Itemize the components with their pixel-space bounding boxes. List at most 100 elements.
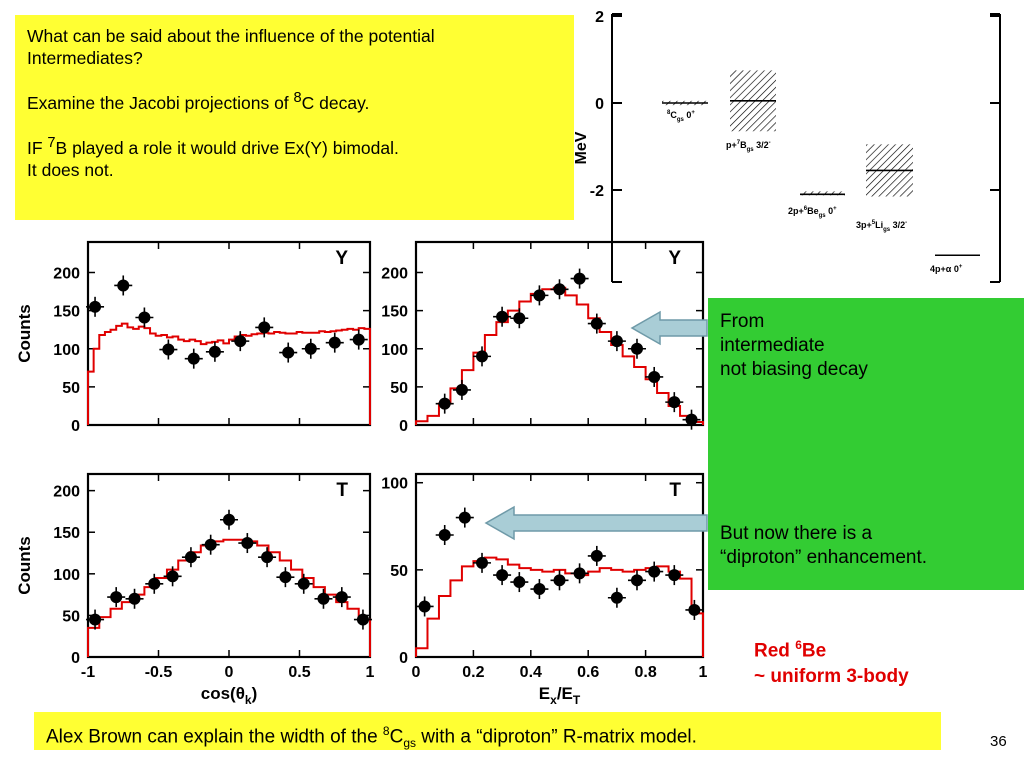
- data-point: [231, 331, 250, 352]
- level-width-band: [800, 191, 845, 196]
- level-scheme: 2 0 -2 MeV 8Cgs 0+ p+7Bgs 3/2- 2p+6Begs 0+ 3p+5…: [573, 9, 1001, 283]
- level-y-tick-label: 0: [595, 96, 604, 113]
- level-3: 2p+6Begs 0+: [788, 191, 845, 219]
- data-point: [349, 329, 368, 350]
- data-point: [276, 567, 295, 588]
- chart-panel-1: 0 50 100 150 200 Y Counts: [15, 240, 372, 435]
- y-tick-label: 50: [390, 563, 408, 580]
- x-tick-label: 1: [366, 664, 375, 681]
- data-point: [353, 609, 372, 630]
- data-point: [493, 565, 512, 586]
- x-tick-label: 0.5: [288, 664, 310, 681]
- data-point: [645, 561, 664, 582]
- y-tick-label: 0: [399, 650, 408, 667]
- data-point: [473, 552, 492, 573]
- plot-frame: [414, 472, 705, 659]
- data-point: [530, 285, 549, 306]
- data-point: [332, 587, 351, 608]
- does-not-text: It does not.: [27, 159, 114, 180]
- data-point: [415, 596, 434, 617]
- jacobi-text: Examine the Jacobi projections of 8C dec…: [27, 90, 370, 113]
- x-axis-label: Ex/ET: [539, 684, 581, 707]
- data-point: [107, 587, 126, 608]
- question-line-1: What can be said about the influence of …: [27, 26, 435, 46]
- data-point: [238, 533, 257, 554]
- question-text: What can be said about the influence of …: [27, 25, 562, 69]
- level-label: p+7Bgs 3/2-: [726, 140, 771, 153]
- data-point: [607, 331, 626, 352]
- data-point: [135, 307, 154, 328]
- data-point: [163, 566, 182, 587]
- y-tick-label: 150: [381, 304, 408, 321]
- data-point: [86, 296, 105, 317]
- data-point: [301, 338, 320, 359]
- x-tick-label: -1: [81, 664, 95, 681]
- level-4: 3p+5Ligs 3/2-: [856, 144, 913, 233]
- data-point: [570, 563, 589, 584]
- data-point: [184, 348, 203, 369]
- level-5: 4p+α 0+: [930, 254, 980, 274]
- question-line-2: Intermediates?: [27, 48, 143, 68]
- level-y-axis-label: MeV: [573, 131, 590, 164]
- y-axis-label: Counts: [15, 536, 34, 595]
- data-point: [181, 547, 200, 568]
- panel-title: Y: [668, 248, 681, 269]
- panel-title: T: [336, 480, 348, 501]
- data-point: [645, 366, 664, 387]
- bottom-box: Alex Brown can explain the width of the …: [34, 712, 941, 750]
- question-box: What can be said about the influence of …: [15, 15, 574, 220]
- x-axis-label: cos(θk): [201, 684, 258, 707]
- arrow-top: [630, 310, 708, 346]
- y-tick-label: 100: [53, 567, 80, 584]
- data-point: [510, 572, 529, 593]
- data-point: [325, 332, 344, 353]
- x-tick-label: 0.2: [462, 664, 484, 681]
- data-point: [627, 570, 646, 591]
- level-y-tick-label: -2: [590, 183, 604, 200]
- y-tick-label: 150: [53, 304, 80, 321]
- data-point: [258, 547, 277, 568]
- callout-bottom-text: But now there is a “diproton” enhancemen…: [720, 523, 928, 568]
- data-point: [220, 509, 238, 530]
- level-label: 3p+5Ligs 3/2-: [856, 220, 907, 233]
- chart-panel-4: 0 50 100 0 0.2 0.4 0.6 0.8 1 T Ex/ET: [381, 472, 708, 707]
- plot-frame: [86, 472, 372, 659]
- data-point: [314, 588, 333, 609]
- y-tick-label: 50: [62, 380, 80, 397]
- model-histogram: [415, 286, 704, 425]
- x-tick-label: 0.6: [577, 664, 599, 681]
- data-point: [550, 570, 569, 591]
- data-point: [510, 308, 529, 329]
- page-number: 36: [990, 733, 1007, 750]
- y-tick-label: 150: [53, 525, 80, 542]
- data-point: [493, 306, 512, 327]
- chart-panel-3: 0 50 100 150 200 -1 -0.5 0 0.5 1 T Counts cos(θk): [15, 472, 375, 707]
- red-note: Red 6Be ~ uniform 3-body: [754, 638, 909, 688]
- y-tick-label: 100: [381, 342, 408, 359]
- level-label: 8Cgs 0+: [667, 110, 695, 123]
- data-point: [607, 587, 626, 608]
- y-tick-label: 0: [399, 418, 408, 435]
- green-callout-box: From intermediate not biasing decay But …: [708, 298, 1024, 590]
- y-tick-label: 50: [390, 380, 408, 397]
- if-text: IF 7B played a role it would drive Ex(Y)…: [27, 134, 399, 180]
- chart-panel-2: 0 50 100 150 200 Y: [381, 240, 705, 435]
- data-point: [665, 392, 684, 413]
- data-point: [114, 275, 133, 296]
- data-point: [125, 588, 144, 609]
- data-point: [201, 534, 220, 555]
- model-histogram: [87, 322, 371, 425]
- data-point: [627, 338, 646, 359]
- x-tick-label: -0.5: [145, 664, 173, 681]
- plot-frame: [86, 240, 372, 427]
- x-tick-label: 1: [699, 664, 708, 681]
- data-point: [435, 525, 454, 545]
- y-tick-label: 50: [62, 608, 80, 625]
- y-tick-label: 0: [71, 418, 80, 435]
- y-tick-label: 200: [53, 266, 80, 283]
- y-tick-label: 100: [53, 342, 80, 359]
- x-tick-label: 0.8: [634, 664, 656, 681]
- data-point: [550, 279, 569, 300]
- data-point: [570, 268, 589, 289]
